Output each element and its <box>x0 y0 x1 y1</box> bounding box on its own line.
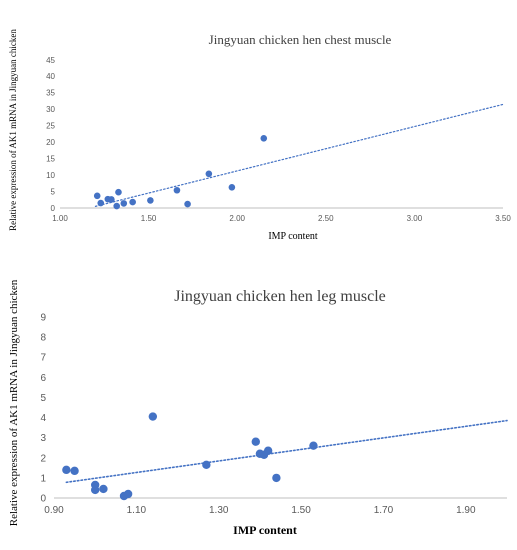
data-point <box>173 186 181 194</box>
data-point <box>202 460 211 470</box>
x-tick-label: 1.30 <box>209 505 229 516</box>
x-tick-label: 3.50 <box>495 214 511 223</box>
y-tick-label: 25 <box>46 122 55 131</box>
data-point <box>148 412 158 421</box>
y-tick-label: 5 <box>40 393 46 404</box>
y-tick-label: 9 <box>40 313 46 324</box>
x-tick-label: 2.00 <box>229 214 245 223</box>
y-tick-label: 1 <box>40 473 46 484</box>
trendline <box>65 419 508 484</box>
y-tick-label: 4 <box>40 413 46 424</box>
data-point <box>108 196 115 203</box>
y-tick-label: 2 <box>40 453 46 464</box>
y-tick-label: 40 <box>46 72 55 81</box>
y-tick-label: 45 <box>46 56 55 65</box>
y-axis-label: Relative expression of AK1 mRNA in Jingy… <box>8 29 18 231</box>
chart-title: Jingyuan chicken hen leg muscle <box>174 288 386 305</box>
y-tick-label: 5 <box>51 187 56 196</box>
data-point <box>260 134 268 142</box>
data-point <box>129 198 136 206</box>
x-axis-label: IMP content <box>233 523 297 537</box>
data-point <box>272 473 281 483</box>
y-axis-label: Relative expression of AK1 mRNA in Jingy… <box>8 279 20 526</box>
y-tick-label: 30 <box>46 105 55 114</box>
chest-muscle-chart-svg: Jingyuan chicken hen chest muscle IMP co… <box>8 29 511 242</box>
x-tick-label: 1.10 <box>127 505 147 516</box>
x-axis-label: IMP content <box>268 231 318 242</box>
x-tick-label: 1.70 <box>374 505 394 516</box>
x-tick-label: 1.50 <box>291 505 311 516</box>
data-point <box>147 197 154 204</box>
y-tick-label: 15 <box>46 154 55 163</box>
y-tick-label: 20 <box>46 138 55 147</box>
data-point <box>70 466 79 476</box>
x-tick-label: 1.50 <box>141 214 157 223</box>
data-point <box>113 202 121 210</box>
trendline <box>94 103 504 207</box>
x-tick-label: 0.90 <box>44 505 64 516</box>
data-point <box>184 200 191 208</box>
data-point <box>309 441 318 450</box>
data-point <box>93 192 101 200</box>
data-point <box>251 437 260 446</box>
chest-muscle-chart: Jingyuan chicken hen chest muscle IMP co… <box>0 0 517 250</box>
data-point <box>62 465 71 475</box>
data-point <box>99 484 108 494</box>
data-point <box>228 183 236 191</box>
data-point <box>120 200 128 207</box>
y-tick-label: 3 <box>40 433 46 444</box>
data-point <box>205 170 213 178</box>
chart-title: Jingyuan chicken hen chest muscle <box>209 32 392 47</box>
x-tick-label: 1.00 <box>52 214 68 223</box>
y-tick-label: 8 <box>40 333 46 344</box>
y-tick-label: 35 <box>46 89 55 98</box>
y-tick-label: 0 <box>51 204 56 213</box>
data-point <box>263 446 273 455</box>
leg-muscle-chart: Jingyuan chicken hen leg muscle IMP cont… <box>0 275 517 550</box>
data-point <box>90 485 100 495</box>
x-tick-label: 2.50 <box>318 214 334 223</box>
data-point <box>115 188 122 196</box>
x-tick-label: 3.00 <box>407 214 423 223</box>
y-tick-label: 0 <box>40 494 46 505</box>
data-point <box>123 489 133 499</box>
y-tick-label: 10 <box>46 171 55 180</box>
leg-muscle-chart-svg: Jingyuan chicken hen leg muscle IMP cont… <box>8 279 508 537</box>
x-tick-label: 1.90 <box>456 505 476 516</box>
y-tick-label: 6 <box>40 373 46 384</box>
y-tick-label: 7 <box>40 353 46 364</box>
data-point <box>97 199 105 207</box>
